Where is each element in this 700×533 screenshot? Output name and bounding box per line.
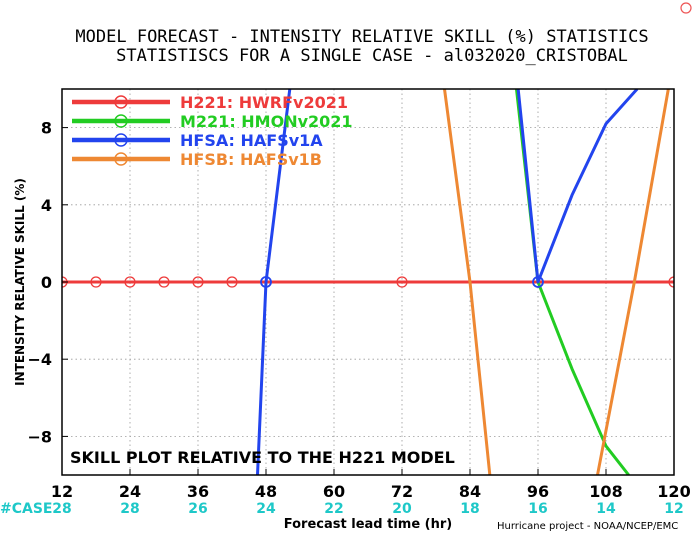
x-tick-label: 84: [459, 482, 481, 501]
x-tick-label: 72: [391, 482, 413, 501]
y-tick-labels: −8 −4 0 4 8: [27, 119, 68, 446]
case-label: #CASE: [0, 501, 53, 517]
series-hfsa-point: [532, 276, 544, 288]
series-h221-point: [192, 276, 204, 288]
case-count: 16: [528, 501, 547, 517]
series-h221-point: [124, 276, 136, 288]
case-count: 14: [596, 501, 616, 517]
chart-subtitle: STATISTISCS FOR A SINGLE CASE - al032020…: [116, 46, 628, 66]
series-hfsb-line: [443, 89, 492, 475]
x-tick-labels: 12 24 36 48 60 72 84 96 108 120: [51, 469, 691, 501]
case-count-row: 28 28 26 24 22 20 18 16 14 12: [52, 501, 683, 517]
series-hfsa-point: [260, 276, 272, 288]
x-tick-label: 60: [323, 482, 345, 501]
x-tick-label: 48: [255, 482, 277, 501]
case-count: 28: [120, 501, 139, 517]
series-h221-point: [668, 276, 674, 288]
case-count: 28: [52, 501, 71, 517]
series-layer: [62, 89, 674, 475]
legend-marker: [114, 95, 128, 109]
x-axis-label: Forecast lead time (hr): [284, 517, 452, 532]
case-count: 12: [664, 501, 683, 517]
x-tick-label: 24: [119, 482, 141, 501]
y-axis-label: INTENSITY RELATIVE SKILL (%): [13, 178, 27, 386]
x-tick-label: 120: [657, 482, 690, 501]
skill-annotation: SKILL PLOT RELATIVE TO THE H221 MODEL: [70, 448, 455, 467]
case-count: 26: [188, 501, 207, 517]
x-tick-label: 108: [589, 482, 622, 501]
y-tick-label: 4: [41, 196, 52, 215]
legend-label: H221: HWRFv2021: [180, 93, 348, 112]
case-count: 20: [392, 501, 412, 517]
x-tick-label: 12: [51, 482, 73, 501]
credit-text: Hurricane project - NOAA/NCEP/EMC: [497, 521, 678, 532]
legend-label: M221: HMONv2021: [180, 112, 353, 131]
case-count: 22: [324, 501, 343, 517]
legend-marker: [114, 133, 128, 147]
legend-label: HFSA: HAFSv1A: [180, 131, 323, 150]
case-count: 24: [256, 501, 276, 517]
series-h221-point: [396, 276, 408, 288]
series-h221-point: [158, 276, 170, 288]
y-tick-label: −4: [27, 350, 52, 369]
y-tick-label: −8: [27, 427, 52, 446]
legend-marker: [114, 114, 128, 128]
series-hfsb-line-2: [596, 89, 670, 475]
x-tick-label: 36: [187, 482, 209, 501]
legend-label: HFSB: HAFSv1B: [180, 150, 322, 169]
case-count: 18: [460, 501, 479, 517]
legend-marker: [114, 152, 128, 166]
y-tick-label: 8: [41, 119, 52, 138]
series-hfsa-line: [256, 89, 292, 475]
series-h221-point: [226, 276, 238, 288]
series-h221-point: [90, 276, 102, 288]
corner-circle-icon: [680, 2, 692, 14]
chart-title: MODEL FORECAST - INTENSITY RELATIVE SKIL…: [75, 27, 648, 47]
x-tick-label: 96: [527, 482, 549, 501]
series-hfsa-line-2: [516, 89, 639, 284]
y-tick-label: 0: [41, 273, 52, 292]
series-clip-group: [62, 89, 674, 475]
